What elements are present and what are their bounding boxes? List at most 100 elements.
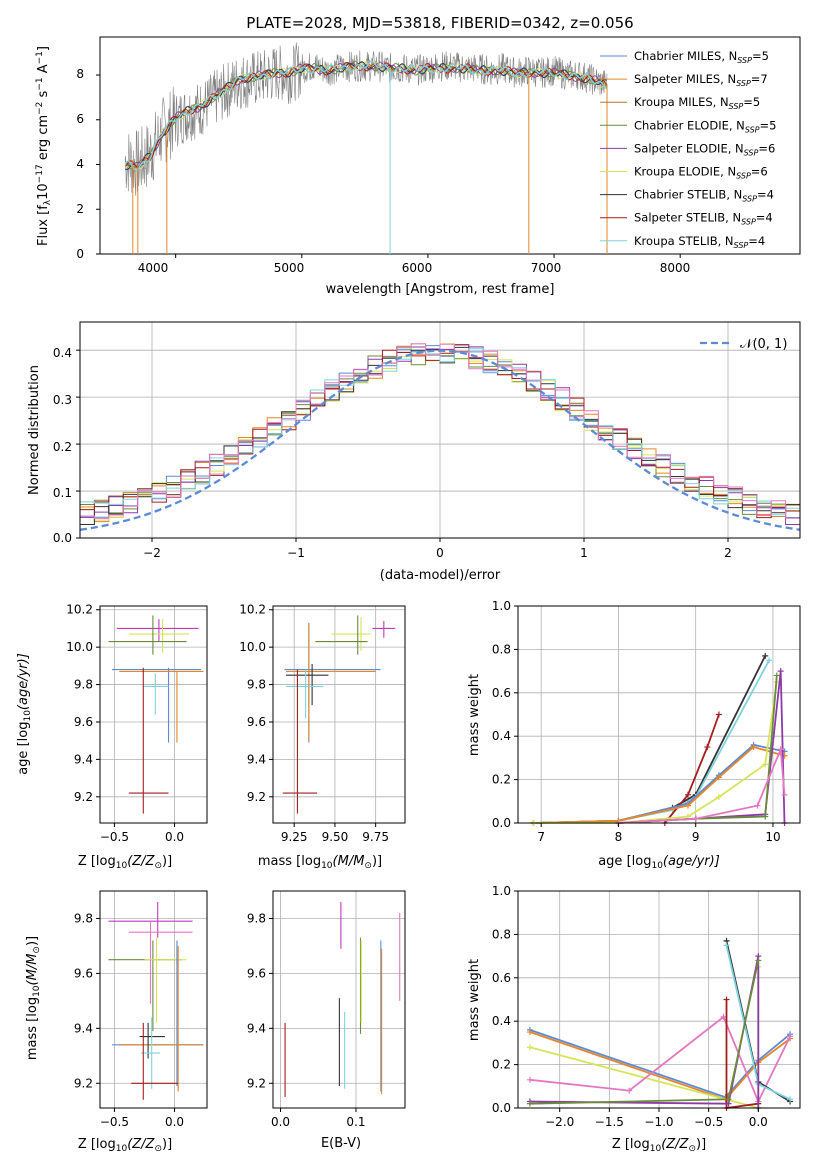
massweight-series-line <box>529 967 760 1110</box>
spectrum-legend: Chabrier MILES, NSSP=5 Salpeter MILES, NS… <box>600 49 776 250</box>
agem-xlabel: mass [log10(M/M⊙)] <box>258 854 382 871</box>
panel-xtick-label: −0.5 <box>100 830 129 844</box>
massweight-marker <box>723 942 730 949</box>
spectrum-ytick-8: 8 <box>76 67 84 81</box>
panel-xtick-label: 0.0 <box>165 830 184 844</box>
histogram-frame <box>79 321 801 539</box>
mZ-ylabel: mass [log10(M/M⊙)] <box>25 936 42 1060</box>
panel-xtick-label: 10 <box>765 830 780 844</box>
mw-age-labels: age [log10(age/yr)] mass weight <box>467 674 720 871</box>
histogram-xtick-1: 1 <box>580 546 588 560</box>
spectrum-legend-label: Chabrier STELIB, NSSP=4 <box>634 188 774 204</box>
spectrum-ytick-0: 0 <box>76 247 84 261</box>
panel-ytick-label: 9.4 <box>74 752 93 766</box>
panel-ytick-label: 9.4 <box>247 752 266 766</box>
panel-ytick-label: 9.6 <box>74 966 93 980</box>
panel-xtick-label: 0.1 <box>346 1115 365 1129</box>
mw-Z-labels: Z [log10(Z/Z⊙)] mass weight <box>467 959 706 1154</box>
panel-xtick-label: 0.0 <box>165 1115 184 1129</box>
massweight-marker <box>777 746 784 753</box>
spectrum-model-line <box>124 61 607 167</box>
panel-ytick-label: 10.2 <box>66 603 93 617</box>
spectrum-lines <box>124 42 608 254</box>
spectrum-xtick-6000: 6000 <box>402 261 433 275</box>
massweight-marker <box>526 1044 533 1051</box>
mwage-ylabel: mass weight <box>467 674 482 756</box>
panel-ytick-label: 9.8 <box>247 678 266 692</box>
histogram-panel: −2 −1 0 1 2 0.0 0.1 0.2 0.3 0.4 (data-mo… <box>27 321 801 583</box>
massweight-marker <box>526 1100 533 1107</box>
spectrum-tickmarks <box>96 74 681 258</box>
panel-xtick-label: 0.0 <box>749 1115 768 1129</box>
panel-ytick-label: 0.2 <box>492 1058 511 1072</box>
panel-frame <box>99 890 208 1109</box>
normal-curve <box>79 349 801 531</box>
histogram-xtick-m1: −1 <box>287 546 305 560</box>
massweight-marker <box>526 1076 533 1083</box>
age-Z-labels: Z [log10(Z/Z⊙)] age [log10(age/yr)] <box>16 653 172 871</box>
panel-xtick-label: 9.75 <box>362 830 389 844</box>
spectrum-legend-label: Kroupa ELODIE, NSSP=6 <box>634 165 768 181</box>
spectrum-ylabel: Flux [fλ10−17 erg cm−2 s−1 A−1] <box>35 46 53 246</box>
spectrum-model-line <box>124 60 607 172</box>
spectrum-model-line <box>124 61 607 168</box>
massweight-series-line <box>533 746 785 824</box>
panel-ytick-label: 9.2 <box>247 1076 266 1090</box>
mass-vs-Z-panel: −0.5 0.0 9.2 9.4 9.6 9.8 <box>74 890 208 1129</box>
massweight-series-line <box>529 1029 791 1099</box>
spectrum-legend-label: Kroupa STELIB, NSSP=4 <box>634 234 765 250</box>
normal-legend-label: 𝒩(0, 1) <box>740 337 787 352</box>
spectrum-legend-label: Salpeter ELODIE, NSSP=6 <box>634 141 775 157</box>
panel-ytick-label: 9.2 <box>74 790 93 804</box>
panel-ytick-label: 9.4 <box>247 1021 266 1035</box>
massweight-marker <box>715 711 722 718</box>
spectrum-frame <box>99 36 801 255</box>
histogram-xticks: −2 −1 0 1 2 <box>143 546 732 560</box>
massweight-marker <box>704 744 711 751</box>
panel-ytick-label: 0.0 <box>492 816 511 830</box>
spectrum-legend-label: Chabrier ELODIE, NSSP=5 <box>634 118 776 134</box>
spectrum-legend-label: Chabrier MILES, NSSP=5 <box>634 49 769 65</box>
panel-ytick-label: 9.2 <box>247 790 266 804</box>
panel-xtick-label: 9.50 <box>322 830 349 844</box>
panel-ytick-label: 9.6 <box>247 966 266 980</box>
panel-ytick-label: 9.8 <box>74 678 93 692</box>
age-mass-labels: mass [log10(M/M⊙)] <box>258 854 382 871</box>
mass-vs-ebv-panel: 0.0 0.1 9.2 9.4 9.6 9.8 <box>247 890 406 1129</box>
massweight-marker <box>715 793 722 800</box>
spectrum-xtick-7000: 7000 <box>531 261 562 275</box>
histogram-ylabel: Normed distribution <box>27 365 42 495</box>
massweight-marker <box>754 802 761 809</box>
panel-xtick-label: 9.25 <box>281 830 308 844</box>
histogram-legend: 𝒩(0, 1) <box>700 337 787 352</box>
histogram-xtick-2: 2 <box>724 546 732 560</box>
mebv-xlabel: E(B-V) <box>321 1136 361 1151</box>
massweight-marker <box>781 791 788 798</box>
histogram-ytick-2: 0.2 <box>53 440 72 454</box>
panel-ytick-label: 0.2 <box>492 773 511 787</box>
spectrum-panel: PLATE=2028, MJD=53818, FIBERID=0342, z=0… <box>35 14 801 297</box>
panel-ytick-label: 9.4 <box>74 1021 93 1035</box>
histogram-yticks: 0.0 0.1 0.2 0.3 0.4 <box>53 346 72 545</box>
panel-frame <box>517 605 801 824</box>
histogram-xtick-0: 0 <box>436 546 444 560</box>
mass-ebv-labels: E(B-V) <box>321 1136 361 1151</box>
spectrum-xticks: 4000 5000 6000 7000 8000 <box>138 261 691 275</box>
panel-ytick-label: 0.4 <box>492 729 511 743</box>
spectrum-yticks: 0 2 4 6 8 <box>76 67 84 261</box>
panel-ytick-label: 0.6 <box>492 686 511 700</box>
massweight-marker <box>526 1029 533 1036</box>
histogram-ytick-1: 0.1 <box>53 486 72 500</box>
ageZ-ylabel: age [log10(age/yr)] <box>16 653 33 775</box>
massweight-series-line <box>529 960 760 1105</box>
panel-xtick-label: 8 <box>615 830 623 844</box>
massweight-marker <box>787 1096 794 1103</box>
massweight-marker <box>725 1096 732 1103</box>
panel-frame <box>272 890 406 1109</box>
massweight-marker <box>773 672 780 679</box>
massweight-vs-age-panel: 7 8 9 10 0.0 0.2 0.4 0.6 0.8 1.0 <box>492 599 801 844</box>
panel-ytick-label: 9.6 <box>74 715 93 729</box>
histogram-ytick-3: 0.3 <box>53 393 72 407</box>
spectrum-xlabel: wavelength [Angstrom, rest frame] <box>326 282 555 297</box>
